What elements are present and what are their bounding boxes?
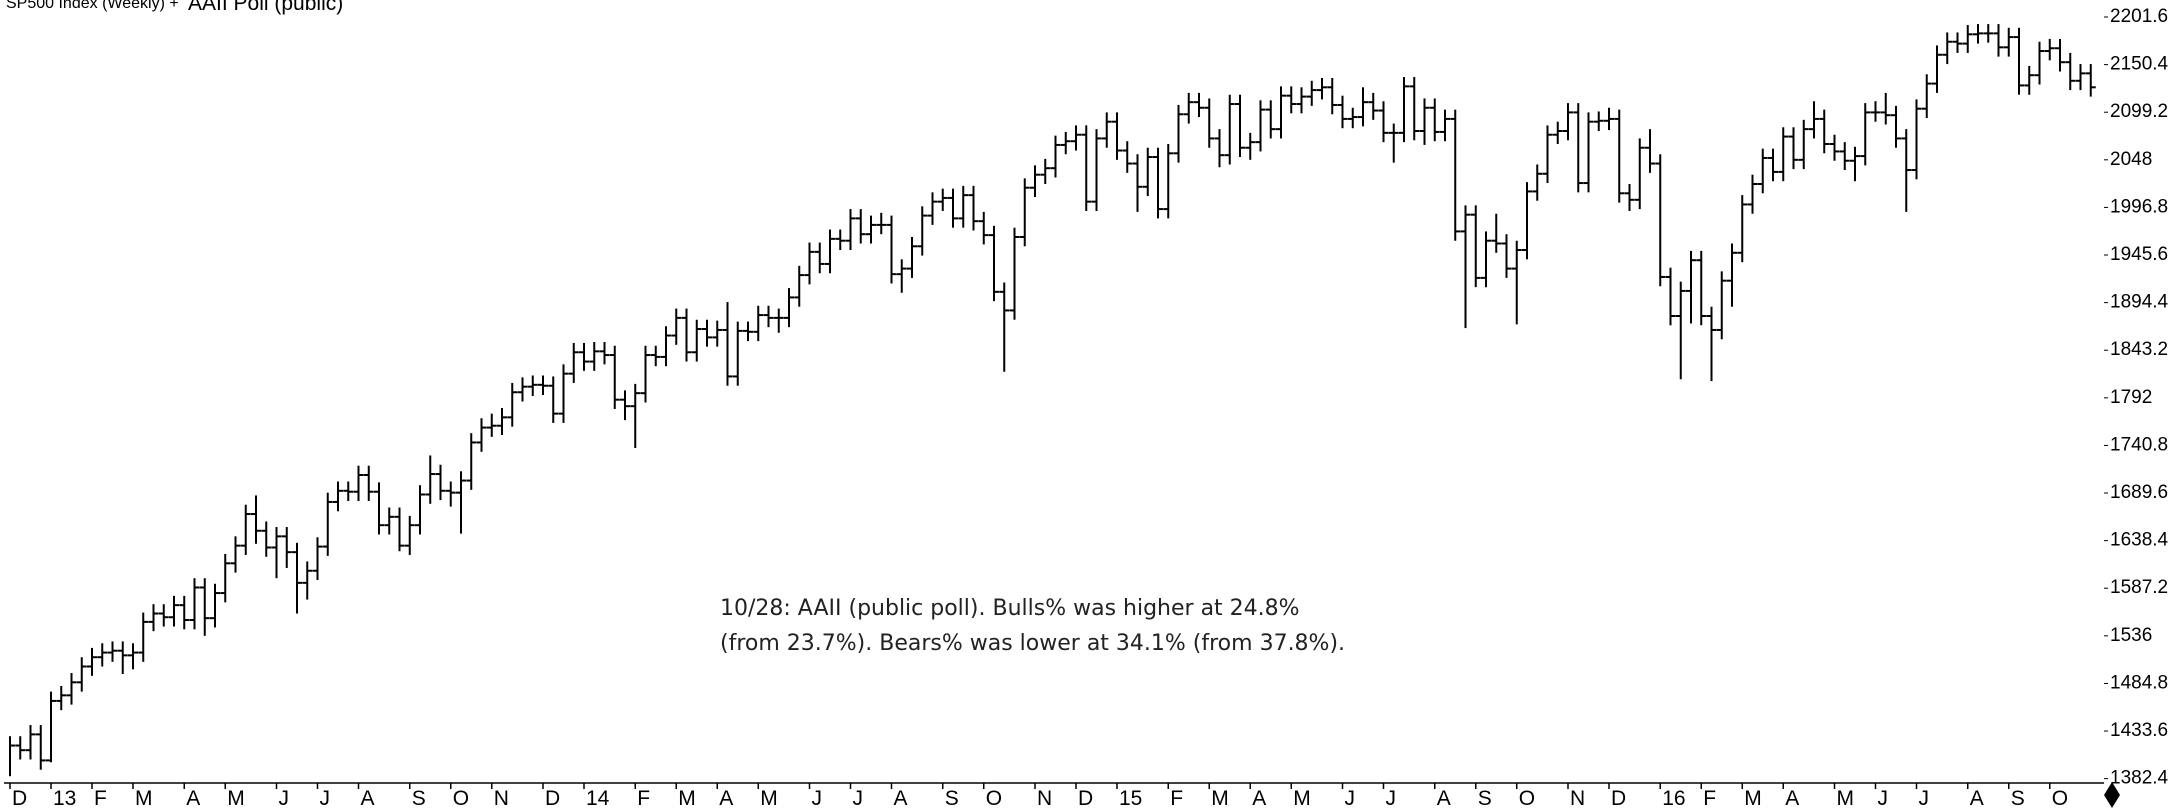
x-tick-label: O xyxy=(986,787,1002,810)
chart-title: SP500 Index (Weekly) + xyxy=(6,0,179,12)
y-tick-label: 1945.6 xyxy=(2110,244,2168,265)
x-tick-label: S xyxy=(2011,787,2025,810)
x-tick-label: M xyxy=(227,787,245,810)
x-tick-label: O xyxy=(453,787,469,810)
x-tick-label: F xyxy=(1170,787,1183,810)
annotation-line: 10/28: AAII (public poll). Bulls% was hi… xyxy=(720,596,1300,621)
x-tick-label: A xyxy=(1437,787,1451,810)
x-tick-label: N xyxy=(494,787,509,810)
y-tick-label: 2150.4 xyxy=(2110,54,2168,75)
scroll-marker xyxy=(2104,782,2120,808)
y-tick-label: 1433.6 xyxy=(2110,720,2168,741)
x-tick-label: M xyxy=(1744,787,1762,810)
y-tick-label: 1843.2 xyxy=(2110,339,2168,360)
x-tick-label: M xyxy=(1293,787,1311,810)
x-tick-label: O xyxy=(2052,787,2068,810)
x-tick-label: 13 xyxy=(53,787,76,810)
x-tick-label: 16 xyxy=(1662,787,1685,810)
x-tick-label: S xyxy=(412,787,426,810)
x-tick-label: D xyxy=(1078,787,1093,810)
x-tick-label: A xyxy=(1785,787,1799,810)
x-tick-label: D xyxy=(12,787,27,810)
x-tick-label: A xyxy=(719,787,733,810)
y-tick-label: 1740.8 xyxy=(2110,434,2168,455)
y-tick-label: 2048 xyxy=(2110,149,2152,170)
x-tick-label: A xyxy=(1252,787,1266,810)
x-tick-label: J xyxy=(853,787,864,810)
x-tick-label: J xyxy=(320,787,331,810)
x-tick-label: J xyxy=(812,787,823,810)
y-tick-label: 1689.6 xyxy=(2110,482,2168,503)
y-tick-label: 1638.4 xyxy=(2110,530,2168,551)
x-tick-label: F xyxy=(637,787,650,810)
x-tick-label: M xyxy=(1211,787,1229,810)
y-tick-label: 2201.6 xyxy=(2110,6,2168,27)
y-tick-label: 1894.4 xyxy=(2110,292,2168,313)
x-tick-label: D xyxy=(1611,787,1626,810)
y-tick-label: 2099.2 xyxy=(2110,101,2168,122)
x-tick-label: A xyxy=(361,787,375,810)
x-tick-label: M xyxy=(760,787,778,810)
x-tick-label: J xyxy=(1919,787,1930,810)
x-tick-label: 14 xyxy=(586,787,610,810)
x-tick-label: M xyxy=(1837,787,1855,810)
x-tick-label: A xyxy=(894,787,908,810)
y-tick-label: 1382.4 xyxy=(2110,768,2168,789)
x-tick-label: A xyxy=(1970,787,1984,810)
x-tick-label: N xyxy=(1570,787,1585,810)
y-tick-label: 1484.8 xyxy=(2110,672,2168,693)
y-tick-label: 1587.2 xyxy=(2110,577,2168,598)
y-tick-label: 1792 xyxy=(2110,387,2152,408)
x-tick-label: M xyxy=(678,787,696,810)
x-tick-label: A xyxy=(186,787,200,810)
x-tick-label: J xyxy=(1345,787,1356,810)
x-tick-label: J xyxy=(1386,787,1397,810)
y-tick-label: 1996.8 xyxy=(2110,196,2168,217)
x-tick-label: S xyxy=(945,787,959,810)
x-tick-label: S xyxy=(1478,787,1492,810)
x-tick-label: J xyxy=(1878,787,1889,810)
x-tick-label: F xyxy=(1703,787,1716,810)
y-tick-label: 1536 xyxy=(2110,625,2152,646)
x-tick-label: 15 xyxy=(1119,787,1142,810)
x-tick-label: M xyxy=(135,787,153,810)
chart-subtitle: AAII Poll (public) xyxy=(188,0,343,15)
x-tick-label: J xyxy=(279,787,290,810)
annotation-line: (from 23.7%). Bears% was lower at 34.1% … xyxy=(720,631,1345,656)
x-tick-label: N xyxy=(1037,787,1052,810)
x-tick-label: D xyxy=(545,787,560,810)
x-tick-label: F xyxy=(94,787,107,810)
x-tick-label: O xyxy=(1519,787,1535,810)
